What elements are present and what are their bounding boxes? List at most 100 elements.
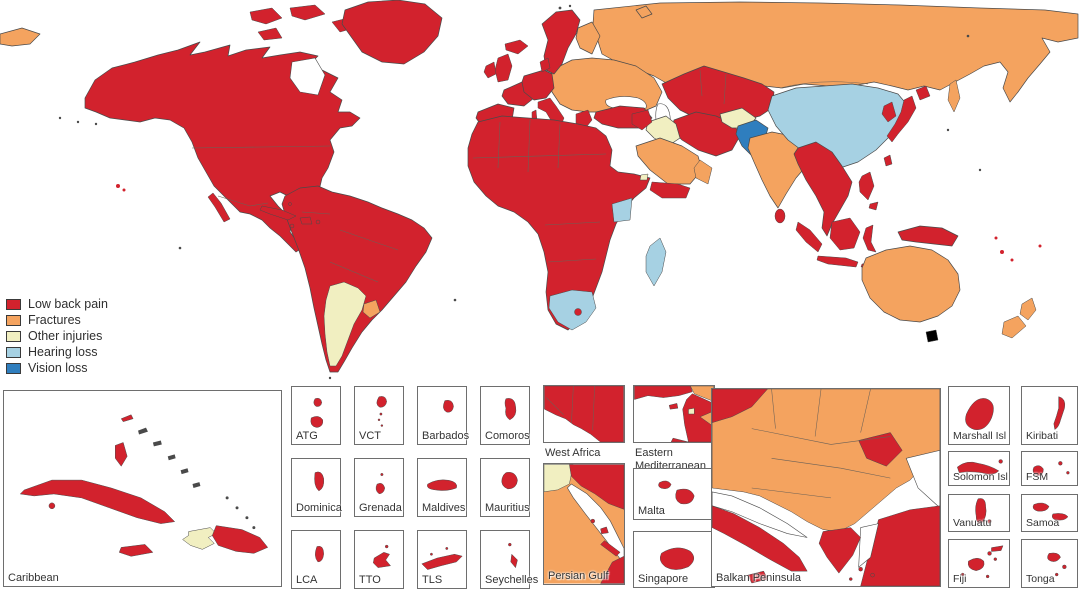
- region-central-europe: [521, 69, 555, 101]
- region-uruguay: [362, 299, 381, 319]
- inset-box-kiribati: Kiribati: [1021, 386, 1078, 445]
- legend-swatch-fractures: [6, 314, 21, 326]
- legend-label: Low back pain: [28, 297, 108, 311]
- island-shape: [975, 498, 992, 524]
- legend-swatch-hearing-loss: [6, 346, 21, 358]
- inset-box-fsm: FSM: [1021, 451, 1078, 486]
- island-shape: [1053, 396, 1066, 430]
- legend-label: Hearing loss: [28, 345, 98, 359]
- region-argentina: [323, 281, 367, 367]
- black-sea: [605, 96, 647, 111]
- inset-box-samoa: Samoa: [1021, 494, 1078, 532]
- inset-box-singapore: Singapore: [633, 531, 715, 588]
- region-tasmania: [925, 329, 939, 343]
- region-levant: [631, 109, 653, 131]
- inset-box-atg: ATG: [291, 386, 341, 445]
- legend-item: Other injuries: [6, 328, 108, 344]
- region-uk: [494, 53, 513, 83]
- inset-label-caribbean: Caribbean: [8, 572, 59, 584]
- inset-label-persian-gulf: Persian Gulf: [548, 570, 609, 582]
- inset-box-caribbean: Caribbean: [3, 390, 282, 587]
- region-oman: [693, 159, 713, 185]
- island-shape: [659, 547, 695, 570]
- region-sri-lanka: [774, 208, 786, 224]
- inset-box-barbados: Barbados: [417, 386, 469, 445]
- inset-label: ATG: [296, 430, 318, 442]
- island-shape: [957, 459, 1003, 475]
- inset-label: Solomon Isl: [953, 471, 1008, 483]
- singapore-map: [659, 547, 695, 570]
- inset-label: Fiji: [953, 573, 967, 585]
- inset-box-lca: LCA: [291, 530, 341, 589]
- country-border-lines: [191, 69, 869, 283]
- island-shape: [501, 472, 518, 490]
- region-philippines: [858, 171, 879, 211]
- island-shape: [373, 544, 391, 568]
- region-south-america: [281, 185, 433, 373]
- legend-label: Fractures: [28, 313, 81, 327]
- region-southeast-asia: [793, 141, 853, 237]
- island-shape: [508, 542, 518, 568]
- inset-box-vanuatu: Vanuatu: [948, 494, 1010, 532]
- legend-swatch-vision-loss: [6, 362, 21, 374]
- region-yemen: [649, 181, 691, 199]
- inset-label: Maldives: [422, 502, 466, 514]
- inset-label: Tonga: [1026, 573, 1055, 585]
- hudson-bay: [289, 57, 326, 96]
- inset-box-solomon: Solomon Isl: [948, 451, 1010, 486]
- island-shape: [965, 398, 994, 430]
- region-iraq: [645, 115, 681, 147]
- inset-box-malta: Malta: [633, 468, 715, 520]
- inset-label: FSM: [1026, 471, 1049, 483]
- legend-item: Hearing loss: [6, 344, 108, 360]
- region-scandinavia: [541, 9, 581, 75]
- inset-box-tonga: Tonga: [1021, 539, 1078, 588]
- inset-box-comoros: Comoros: [480, 386, 530, 445]
- legend-label: Vision loss: [28, 361, 88, 375]
- region-japan: [886, 85, 931, 143]
- island-shape: [421, 547, 463, 570]
- inset-box-fiji: Fiji: [948, 539, 1010, 588]
- inset-label: Grenada: [359, 502, 402, 514]
- region-denmark: [539, 57, 551, 73]
- island-shape: [427, 479, 457, 491]
- malta-map: [658, 480, 695, 505]
- inset-box-vct: VCT: [354, 386, 404, 445]
- inset-label: Comoros: [485, 430, 530, 442]
- inset-label: TLS: [422, 574, 443, 586]
- region-madagascar: [645, 237, 667, 287]
- inset-label: LCA: [296, 574, 318, 586]
- inset-label: Kiribati: [1026, 430, 1059, 442]
- region-new-guinea: [897, 225, 959, 247]
- inset-box-mauritius: Mauritius: [480, 458, 530, 517]
- island-shape: [658, 480, 695, 505]
- island-shape: [504, 398, 517, 421]
- region-africa: [467, 115, 651, 331]
- inset-label-malta: Malta: [638, 505, 665, 517]
- eastern-mediterranean-map: [634, 386, 714, 442]
- persian-gulf-map: [544, 464, 624, 584]
- inset-box-marshall: Marshall Isl: [948, 386, 1010, 445]
- inset-box-persian-gulf: Persian Gulf: [543, 463, 625, 585]
- region-chukotka: [0, 27, 41, 47]
- inset-label: Dominica: [296, 502, 342, 514]
- region-sakhalin: [947, 79, 961, 113]
- inset-box-dominica: Dominica: [291, 458, 342, 517]
- inset-label: TTO: [359, 574, 381, 586]
- inset-box-west-africa: [543, 385, 625, 443]
- inset-label: VCT: [359, 430, 381, 442]
- inset-label: Marshall Isl: [953, 430, 1007, 442]
- inset-box-seychelles: Seychelles: [480, 530, 538, 589]
- region-greenland: [341, 0, 443, 65]
- inset-label: Vanuatu: [953, 517, 992, 529]
- inset-box-tls: TLS: [417, 530, 467, 589]
- island-shape: [961, 545, 1004, 579]
- inset-box-balkan: Balkan Peninsula: [711, 388, 941, 587]
- legend: Low back pain Fractures Other injuries H…: [6, 296, 108, 376]
- region-indonesia: [795, 217, 887, 268]
- inset-box-tto: TTO: [354, 530, 404, 589]
- inset-box-grenada: Grenada: [354, 458, 404, 517]
- region-taiwan: [883, 154, 893, 167]
- island-shape: [1032, 461, 1070, 476]
